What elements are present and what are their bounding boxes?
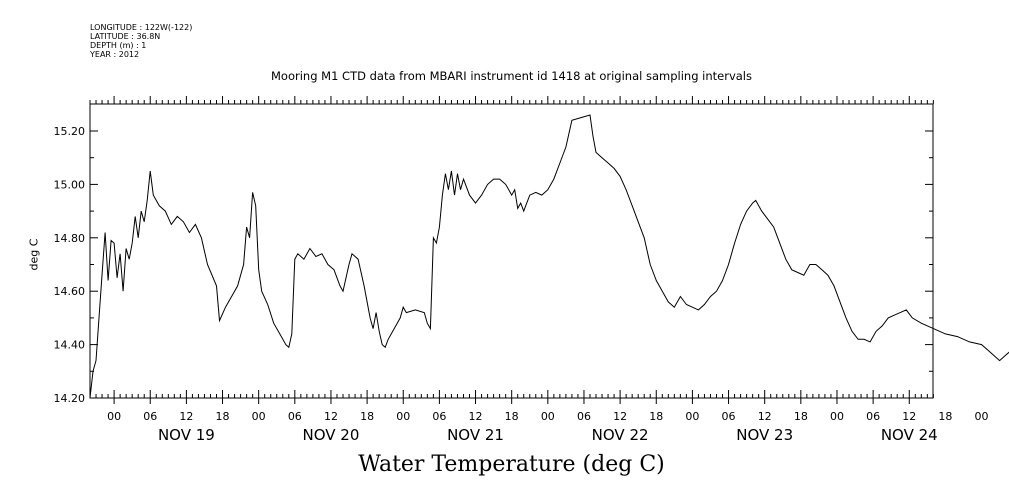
x-hour-label: 06 [288,410,302,423]
plot-frame [89,103,934,399]
chart-title: Mooring M1 CTD data from MBARI instrumen… [271,69,752,83]
y-tick-label: 15.20 [54,125,86,138]
x-hour-label: 00 [252,410,266,423]
x-day-label: NOV 20 [303,426,360,444]
y-tick-label: 15.00 [54,178,86,191]
x-hour-label: 06 [866,410,880,423]
x-day-label: NOV 19 [158,426,215,444]
x-day-label: NOV 24 [881,426,938,444]
x-hour-label: 12 [902,410,916,423]
longitude-label: LONGITUDE : 122W(-122) [90,23,193,32]
x-axis-title: Water Temperature (deg C) [358,452,665,477]
x-hour-label: 18 [360,410,374,423]
x-hour-label: 00 [396,410,410,423]
x-hour-label: 06 [577,410,591,423]
x-hour-label: 18 [649,410,663,423]
x-hour-label: 18 [794,410,808,423]
x-hour-label: 12 [758,410,772,423]
x-hour-label: 12 [613,410,627,423]
x-hour-label: 00 [107,410,121,423]
x-hour-label: 12 [179,410,193,423]
x-hour-label: 12 [324,410,338,423]
x-hour-label: 18 [938,410,952,423]
x-day-label: NOV 22 [592,426,649,444]
y-tick-label: 14.60 [54,285,86,298]
x-hour-label: 06 [722,410,736,423]
temperature-series-line [89,114,1009,399]
y-tick-label: 14.40 [54,339,86,352]
x-hour-label: 06 [432,410,446,423]
year-label: YEAR : 2012 [90,50,140,59]
x-hour-label: 00 [685,410,699,423]
latitude-label: LATITUDE : 36.8N [90,32,161,41]
x-day-label: NOV 21 [447,426,504,444]
x-hour-label: 12 [469,410,483,423]
x-hour-label: 06 [143,410,157,423]
x-hour-label: 00 [830,410,844,423]
x-hour-label: 18 [505,410,519,423]
y-tick-label: 14.80 [54,232,86,245]
x-day-label: NOV 23 [736,426,793,444]
y-tick-label: 14.20 [54,392,86,405]
x-hour-label: 00 [975,410,989,423]
depth-label: DEPTH (m) : 1 [90,41,147,50]
x-hour-label: 18 [216,410,230,423]
x-hour-label: 00 [541,410,555,423]
